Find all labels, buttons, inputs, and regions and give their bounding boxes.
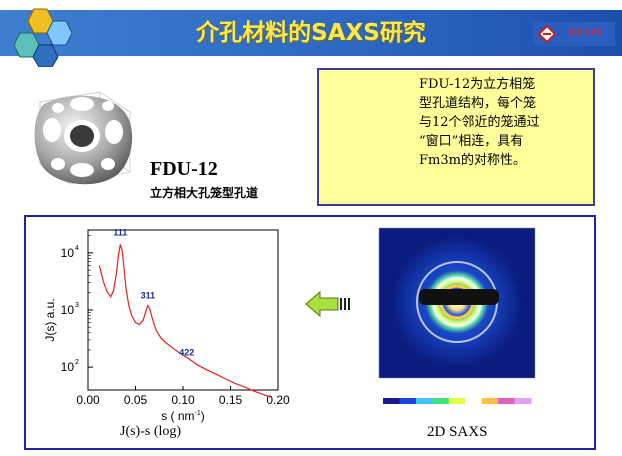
- y-tick-exponent: 4: [75, 245, 79, 252]
- institute-logo-icon: [533, 22, 615, 46]
- material-subtitle: 立方相大孔笼型孔道: [150, 186, 259, 200]
- y-tick-exponent: 3: [75, 302, 79, 309]
- colorbar-segment: [415, 398, 433, 404]
- x-axis-label-text: s ( nm: [161, 409, 194, 423]
- y-tick-label: 10: [61, 303, 75, 317]
- description-text: FDU-12为立方相笼 型孔道结构，每个笼 与12个邻近的笼通过 “窗口”相连，…: [419, 75, 587, 170]
- y-tick-exponent: 2: [75, 359, 79, 366]
- description-line: Fm3m的对称性。: [419, 153, 526, 168]
- x-tick-label: 0.15: [219, 393, 243, 407]
- x-axis-ticks: 0.00 0.05 0.10 0.15 0.20: [76, 386, 290, 407]
- peak-labels: 111 311 422: [113, 228, 194, 358]
- colorbar-segment: [481, 398, 499, 404]
- y-tick-label: 10: [61, 246, 75, 260]
- x-tick-label: 0.00: [76, 393, 100, 407]
- peak-label: 422: [179, 347, 194, 357]
- intensity-colorbar: [383, 398, 532, 404]
- chart-caption: J(s)-s (log): [120, 424, 182, 439]
- title-bar: [0, 10, 622, 56]
- saxs-caption: 2D SAXS: [427, 424, 488, 440]
- page-title: 介孔材料的SAXS研究: [196, 20, 426, 46]
- colorbar-segment: [432, 398, 450, 404]
- x-tick-label: 0.05: [124, 393, 148, 407]
- beam-stop: [419, 289, 499, 305]
- x-axis-label-close: ): [201, 409, 205, 423]
- y-tick-label: 10: [61, 360, 75, 374]
- colorbar-segment: [514, 398, 532, 404]
- institute-logo-text: ICC CAS: [569, 28, 602, 37]
- y-axis-label: J(s) a.u.: [43, 298, 57, 341]
- material-name: FDU-12: [150, 158, 218, 180]
- colorbar-segment: [448, 398, 466, 404]
- peak-label: 111: [113, 228, 127, 238]
- description-line: FDU-12为立方相笼: [419, 77, 536, 92]
- description-line: “窗口”相连，具有: [419, 134, 524, 149]
- x-axis-label: s ( nm-1): [161, 409, 205, 423]
- description-line: 与12个邻近的笼通过: [419, 115, 540, 130]
- cage-structure-model: [20, 72, 146, 198]
- hexagon-cluster-icon: [14, 8, 73, 67]
- colorbar-segment: [465, 398, 483, 404]
- left-arrow-icon: [305, 290, 350, 318]
- series-line: [98, 244, 271, 398]
- description-line: 型孔道结构，每个笼: [419, 96, 537, 111]
- colorbar-segment: [399, 398, 417, 404]
- x-axis-label-exponent: -1: [195, 410, 201, 417]
- description-box: FDU-12为立方相笼 型孔道结构，每个笼 与12个邻近的笼通过 “窗口”相连，…: [317, 68, 595, 206]
- x-tick-label: 0.10: [171, 393, 195, 407]
- saxs-2d-pattern: [365, 222, 550, 407]
- colorbar-segment: [498, 398, 516, 404]
- x-tick-label: 0.20: [266, 393, 290, 407]
- plot-area: [87, 229, 279, 391]
- peak-label: 311: [141, 290, 156, 300]
- colorbar-segment: [383, 398, 400, 404]
